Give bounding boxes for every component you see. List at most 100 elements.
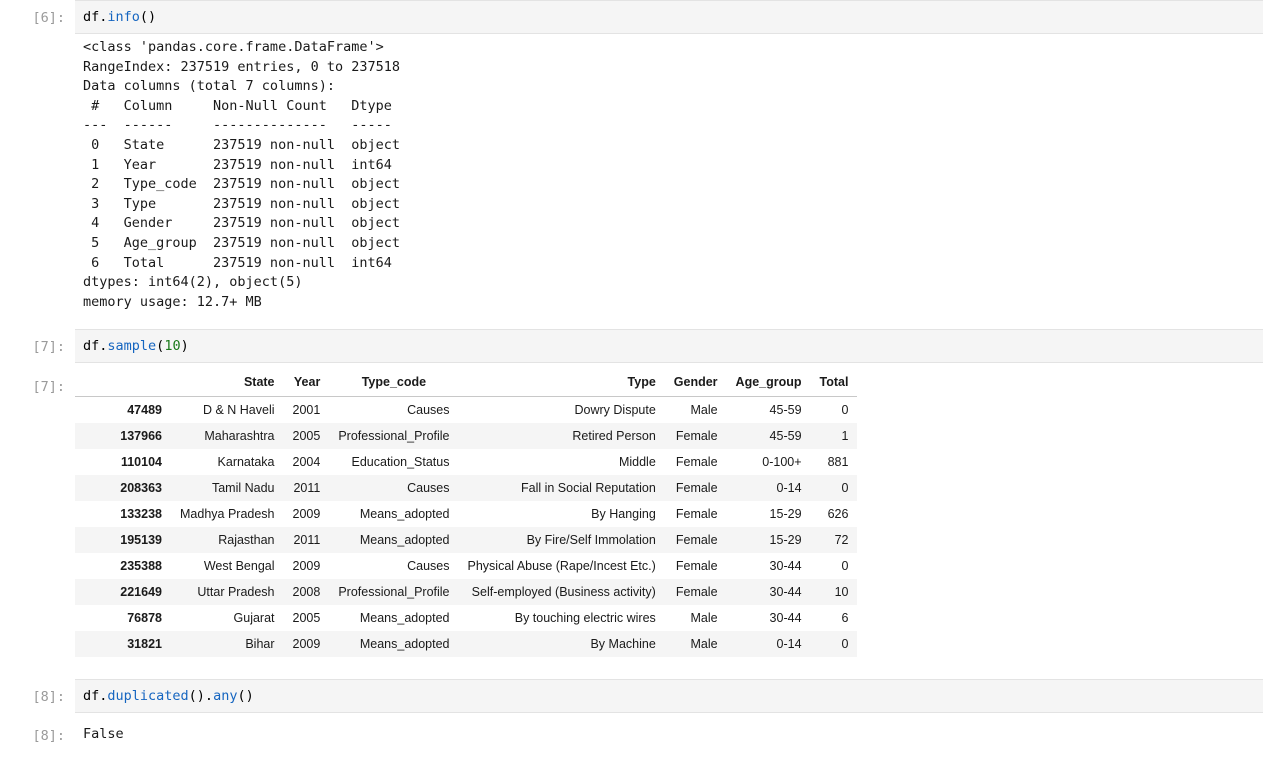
cell-state: Karnataka: [217, 455, 275, 470]
dataframe-output-7: State Year Type_code Type Gender Age_gro…: [75, 371, 1263, 658]
cell-gender: Female: [675, 559, 718, 574]
code-input-8[interactable]: df.duplicated().any(): [75, 679, 1263, 714]
code-cell-8: [8]: df.duplicated().any(): [0, 679, 1263, 714]
output-cell-8: [8]: False: [0, 721, 1263, 749]
code-cell-6: [6]: df.info(): [0, 0, 1263, 34]
cell-age-group: 45-59: [769, 403, 802, 418]
cell-state: Maharashtra: [204, 429, 275, 444]
cell-age-group: 15-29: [769, 533, 802, 548]
cell-type-code: Means_adopted: [359, 507, 450, 522]
stream-output-6: <class 'pandas.core.frame.DataFrame'> Ra…: [75, 34, 1263, 316]
cell-type-code: Means_adopted: [359, 611, 450, 626]
table-row: 31821 Bihar 2009 Means_adopted By Machin…: [75, 631, 858, 658]
cell-year: 2009: [292, 507, 321, 522]
cell-state: Bihar: [245, 637, 275, 652]
code-function-token: duplicated: [107, 688, 189, 705]
cell-type: Physical Abuse (Rape/Incest Etc.): [467, 559, 656, 574]
table-row: 47489 D & N Haveli 2001 Causes Dowry Dis…: [75, 396, 858, 424]
code-number-token: 10: [164, 338, 181, 355]
code-close-paren-token: (): [237, 688, 254, 705]
cell-gender: Female: [675, 585, 718, 600]
table-row: 110104 Karnataka 2004 Education_Status M…: [75, 449, 858, 476]
cell-gender: Female: [675, 481, 718, 496]
cell-year: 2005: [292, 429, 321, 444]
row-index: 76878: [127, 611, 162, 626]
code-input-6[interactable]: df.info(): [75, 0, 1263, 34]
cell-age-group: 0-100+: [762, 455, 802, 470]
table-row: 221649 Uttar Pradesh 2008 Professional_P…: [75, 579, 858, 606]
cell-year: 2009: [292, 559, 321, 574]
cell-year: 2004: [292, 455, 321, 470]
cell-age-group: 30-44: [769, 585, 802, 600]
code-paren-token: (): [139, 9, 157, 25]
cell-age-group: 0-14: [776, 637, 802, 652]
sample-dataframe-table: State Year Type_code Type Gender Age_gro…: [75, 371, 858, 658]
code-open-paren-token: (: [156, 338, 165, 355]
code-line-8: df.duplicated().any(): [83, 686, 1255, 706]
cell-age-group: 45-59: [769, 429, 802, 444]
table-row: 76878 Gujarat 2005 Means_adopted By touc…: [75, 605, 858, 632]
cell-type: Dowry Dispute: [574, 403, 656, 418]
cell-type: By Hanging: [591, 507, 656, 522]
cell-year: 2001: [292, 403, 321, 418]
table-row: 137966 Maharashtra 2005 Professional_Pro…: [75, 423, 858, 450]
row-index: 110104: [120, 455, 162, 470]
cell-state: Madhya Pradesh: [180, 507, 275, 522]
cell-type: By Fire/Self Immolation: [526, 533, 656, 548]
column-header-type: Type: [458, 371, 665, 398]
cell-state: Uttar Pradesh: [197, 585, 275, 600]
output-cell-7: [7]: State Year Type_code Type Gender Ag…: [0, 371, 1263, 658]
column-header-index: [75, 371, 171, 398]
cell-type-code: Means_adopted: [359, 533, 450, 548]
column-header-gender: Gender: [664, 371, 727, 398]
cell-type: Self-employed (Business activity): [471, 585, 656, 600]
cell-gender: Male: [690, 403, 718, 418]
output-prompt-8: [8]:: [32, 728, 65, 745]
code-function-token: sample: [107, 338, 157, 355]
table-row: 208363 Tamil Nadu 2011 Causes Fall in So…: [75, 475, 858, 502]
row-index: 195139: [120, 533, 162, 548]
code-close-paren-token: ): [180, 338, 189, 355]
cell-year: 2011: [293, 481, 321, 496]
table-row: 195139 Rajasthan 2011 Means_adopted By F…: [75, 527, 858, 554]
column-header-type-code: Type_code: [329, 371, 459, 398]
table-row: 133238 Madhya Pradesh 2009 Means_adopted…: [75, 501, 858, 528]
table-row: 235388 West Bengal 2009 Causes Physical …: [75, 553, 858, 580]
cell-gender: Female: [675, 429, 718, 444]
cell-year: 2005: [292, 611, 321, 626]
cell-total: 0: [841, 403, 849, 418]
cell-gender: Male: [690, 637, 718, 652]
column-header-age-group: Age_group: [726, 371, 811, 398]
row-index: 31821: [127, 637, 162, 652]
output-cell-6: <class 'pandas.core.frame.DataFrame'> Ra…: [0, 34, 1263, 316]
cell-gender: Female: [675, 507, 718, 522]
cell-total: 10: [834, 585, 849, 600]
row-index: 221649: [120, 585, 162, 600]
dataframe-info-text: <class 'pandas.core.frame.DataFrame'> Ra…: [83, 39, 400, 310]
cell-gender: Female: [675, 455, 718, 470]
cell-total: 881: [827, 455, 849, 470]
cell-type-code: Causes: [407, 403, 450, 418]
cell-type: By Machine: [590, 637, 656, 652]
result-output-8: False: [75, 721, 1263, 749]
cell-type: By touching electric wires: [514, 611, 656, 626]
row-index: 208363: [120, 481, 162, 496]
cell-age-group: 30-44: [769, 559, 802, 574]
code-line-7: df.sample(10): [83, 336, 1255, 356]
output-prompt-7: [7]:: [32, 379, 65, 396]
cell-gender: Male: [690, 611, 718, 626]
column-header-year: Year: [283, 371, 330, 398]
cell-total: 0: [841, 559, 849, 574]
input-prompt-6: [6]:: [32, 10, 65, 26]
column-header-total: Total: [810, 371, 858, 398]
duplicated-result-text: False: [83, 726, 124, 743]
code-function-token-2: any: [213, 688, 238, 705]
cell-total: 0: [841, 481, 849, 496]
cell-total: 6: [841, 611, 849, 626]
cell-type: Retired Person: [572, 429, 656, 444]
cell-state: Gujarat: [233, 611, 275, 626]
code-input-7[interactable]: df.sample(10): [75, 329, 1263, 364]
cell-total: 0: [841, 637, 849, 652]
column-header-state: State: [171, 371, 284, 398]
